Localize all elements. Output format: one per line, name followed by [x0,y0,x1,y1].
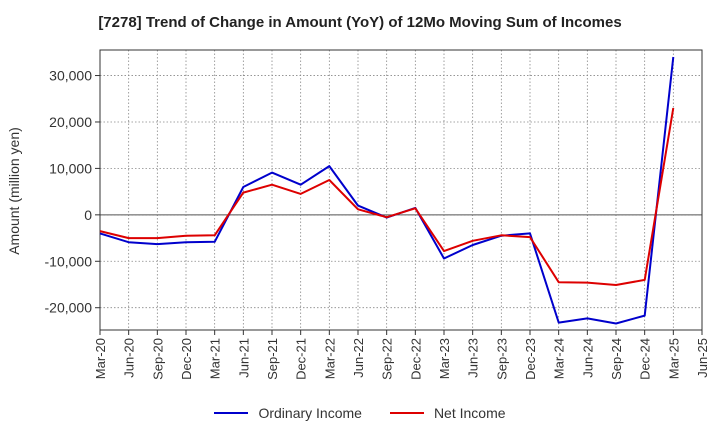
y-tick-label: 0 [84,207,92,223]
x-tick-label: Dec-22 [408,338,423,380]
x-tick-label: Mar-24 [552,338,567,379]
x-tick-label: Sep-24 [609,338,624,380]
series-line-net-income [99,107,675,286]
legend-label: Net Income [433,405,506,421]
x-tick-label: Mar-23 [437,338,452,379]
x-tick-label: Mar-25 [666,338,681,379]
x-tick-label: Jun-23 [466,338,481,378]
legend-swatch [389,412,424,414]
x-tick-label: Jun-22 [351,338,366,378]
x-tick-label: Jun-24 [580,338,595,378]
x-tick-label: Dec-24 [638,338,653,380]
x-tick-label: Dec-20 [179,338,194,380]
x-tick-label: Mar-21 [208,338,223,379]
x-tick-label: Dec-21 [294,338,309,380]
legend-item: Net Income [389,405,506,421]
chart-title: [7278] Trend of Change in Amount (YoY) o… [98,14,622,31]
x-tick-label: Sep-22 [380,338,395,380]
x-tick-label: Sep-21 [265,338,280,380]
x-tick-label: Mar-22 [322,338,337,379]
y-tick-label: 10,000 [49,160,92,176]
legend-label: Ordinary Income [258,405,362,421]
plot-frame [99,49,703,331]
x-tick-label: Mar-20 [93,338,108,379]
x-tick-label: Dec-23 [523,338,538,380]
y-tick-label: -20,000 [45,300,93,316]
legend-swatch [214,412,249,414]
x-tick-label: Sep-23 [494,338,509,380]
x-tick-label: Jun-20 [122,338,137,378]
y-tick-label: -10,000 [45,253,93,269]
x-tick-label: Sep-20 [150,338,165,380]
legend: Ordinary Income Net Income [0,405,720,421]
y-tick-label: 20,000 [49,114,92,130]
y-tick-label: 30,000 [49,68,92,84]
x-tick-label: Jun-25 [695,338,710,378]
x-tick-label: Jun-21 [236,338,251,378]
legend-item: Ordinary Income [214,405,362,421]
